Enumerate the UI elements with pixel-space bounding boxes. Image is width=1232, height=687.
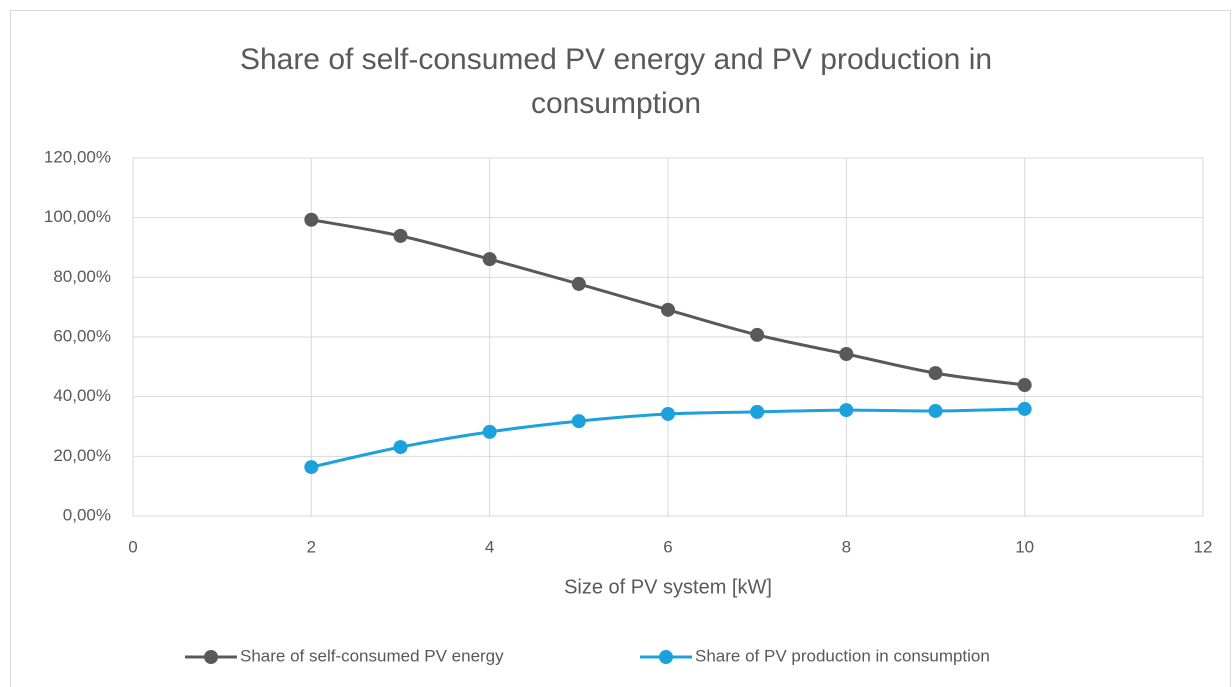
data-point <box>304 460 319 475</box>
data-point <box>1017 401 1032 416</box>
y-tick-label: 120,00% <box>44 147 111 166</box>
data-point <box>839 403 854 418</box>
data-point <box>482 252 497 267</box>
data-point <box>928 366 943 381</box>
data-point <box>393 440 408 455</box>
x-tick-label: 0 <box>128 537 137 556</box>
x-tick-label: 6 <box>663 537 672 556</box>
data-point <box>571 276 586 291</box>
y-tick-label: 80,00% <box>53 267 111 286</box>
data-point <box>839 347 854 362</box>
y-tick-label: 60,00% <box>53 326 111 345</box>
y-tick-label: 100,00% <box>44 207 111 226</box>
y-tick-label: 20,00% <box>53 446 111 465</box>
x-tick-label: 4 <box>485 537 494 556</box>
data-point <box>571 414 586 429</box>
x-tick-label: 8 <box>842 537 851 556</box>
legend-label: Share of self-consumed PV energy <box>240 646 504 665</box>
data-point <box>393 228 408 243</box>
x-tick-label: 10 <box>1015 537 1034 556</box>
data-point <box>750 327 765 342</box>
data-point <box>750 404 765 419</box>
chart-border <box>10 10 1231 687</box>
chart-title: Share of self-consumed PV energy and PV … <box>239 43 993 120</box>
data-point <box>304 212 319 227</box>
y-tick-label: 40,00% <box>53 386 111 405</box>
y-tick-label: 0,00% <box>63 505 111 524</box>
legend-marker <box>204 650 218 664</box>
x-tick-label: 12 <box>1194 537 1213 556</box>
data-point <box>928 403 943 418</box>
data-point <box>482 424 497 439</box>
x-axis-label: Size of PV system [kW] <box>564 576 772 598</box>
legend-marker <box>659 650 673 664</box>
data-point <box>661 406 675 421</box>
data-point <box>1017 378 1032 393</box>
x-tick-label: 2 <box>307 537 316 556</box>
legend-label: Share of PV production in consumption <box>695 646 990 665</box>
data-point <box>661 302 675 317</box>
